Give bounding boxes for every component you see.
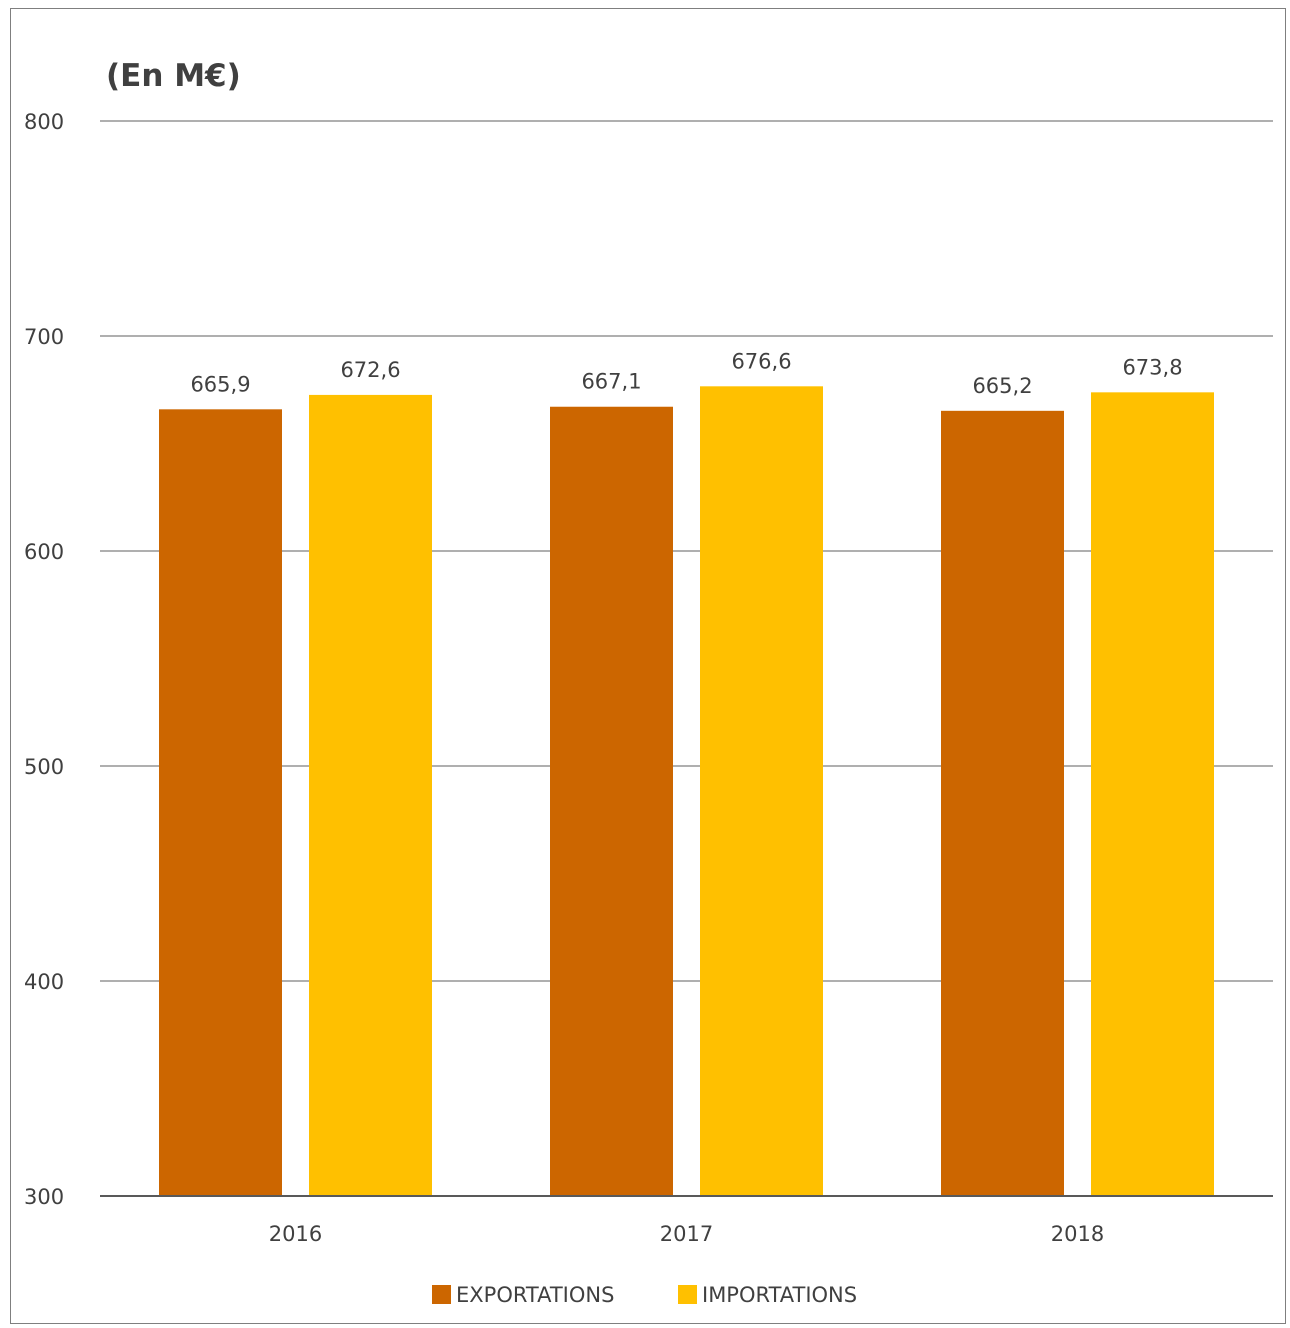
- bar-importations-2018: [1091, 392, 1214, 1197]
- bar-importations-2017: [700, 386, 823, 1196]
- data-label: 665,2: [972, 374, 1032, 398]
- data-label: 673,8: [1122, 355, 1182, 379]
- legend-label: EXPORTATIONS: [456, 1283, 614, 1307]
- data-label: 667,1: [581, 370, 641, 394]
- y-tick-label: 500: [24, 755, 64, 779]
- y-tick-label: 600: [24, 540, 64, 564]
- y-axis-ticks: 300 400 500 600 700 800: [24, 110, 64, 1209]
- bar-importations-2016: [309, 394, 432, 1196]
- data-labels: 665,9 672,6 667,1 676,6 665,2 673,8: [190, 349, 1182, 398]
- legend-swatch: [432, 1285, 451, 1304]
- data-label: 665,9: [190, 372, 250, 396]
- x-tick-label: 2017: [660, 1222, 713, 1246]
- bars: [159, 386, 1214, 1197]
- bar-exportations-2016: [159, 409, 282, 1196]
- y-tick-label: 800: [24, 110, 64, 134]
- y-tick-label: 700: [24, 325, 64, 349]
- bar-exportations-2017: [550, 406, 673, 1196]
- y-tick-label: 300: [24, 1185, 64, 1209]
- legend-swatch: [678, 1285, 697, 1304]
- x-tick-label: 2016: [269, 1222, 322, 1246]
- data-label: 676,6: [731, 349, 791, 373]
- data-label: 672,6: [340, 358, 400, 382]
- bar-exportations-2018: [941, 410, 1064, 1196]
- gridlines: [100, 120, 1273, 982]
- legend-label: IMPORTATIONS: [702, 1283, 857, 1307]
- x-axis-ticks: 2016 2017 2018: [269, 1222, 1104, 1246]
- unit-label: (En M€): [106, 58, 241, 94]
- x-tick-label: 2018: [1051, 1222, 1104, 1246]
- legend: EXPORTATIONS IMPORTATIONS: [432, 1283, 857, 1307]
- y-tick-label: 400: [24, 970, 64, 994]
